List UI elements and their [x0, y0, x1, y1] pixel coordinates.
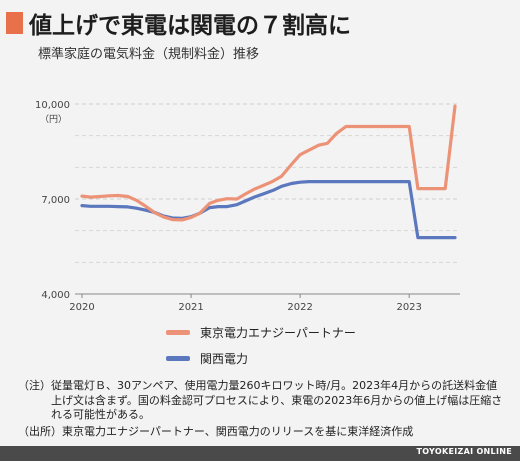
y-tick-label-7000: 7,000 — [41, 195, 70, 206]
title-marker — [6, 12, 23, 34]
legend-swatch-tepco — [166, 329, 190, 335]
legend: 東京電力エナジーパートナー 関西電力 — [166, 322, 356, 374]
x-tick-label-2022: 2022 — [287, 302, 312, 313]
legend-swatch-kansai — [166, 355, 190, 361]
source-body: 東京電力エナジーパートナー、関西電力のリリースを基に東洋経済作成 — [62, 424, 414, 438]
title-row: 値上げで東電は関電の７割高に — [6, 8, 351, 39]
x-tick-label-2021: 2021 — [178, 302, 203, 313]
line-chart: 4,000 7,000 10,000 （円） 2020 2021 2022 2023 — [35, 100, 460, 313]
series-line-kansai — [80, 180, 457, 240]
footer-credit: TOYOKEIZAI ONLINE — [416, 447, 512, 456]
x-tick-label-2023: 2023 — [396, 302, 421, 313]
footer-bar: TOYOKEIZAI ONLINE — [0, 446, 520, 461]
series-line-tepco — [80, 104, 457, 222]
legend-item-kansai: 関西電力 — [166, 348, 356, 368]
note-row: （注） 従量電灯Ｂ、30アンペア、使用電力量260キロワット時/月。2023年4… — [18, 379, 508, 423]
legend-label-tepco: 東京電力エナジーパートナー — [200, 325, 356, 340]
chart-subtitle: 標準家庭の電気料金（規制料金）推移 — [38, 47, 260, 62]
notes: （注） 従量電灯Ｂ、30アンペア、使用電力量260キロワット時/月。2023年4… — [18, 379, 508, 439]
chart-title: 値上げで東電は関電の７割高に — [29, 13, 351, 39]
x-tick-label-2020: 2020 — [69, 302, 94, 313]
note-head: （注） — [18, 379, 51, 392]
legend-item-tepco: 東京電力エナジーパートナー — [166, 322, 356, 342]
note-body: 従量電灯Ｂ、30アンペア、使用電力量260キロワット時/月。2023年4月からの… — [51, 379, 503, 421]
y-axis-label: （円） — [40, 114, 67, 125]
source-head: （出所） — [18, 424, 62, 438]
legend-label-kansai: 関西電力 — [200, 351, 249, 366]
y-tick-label-10000: 10,000 — [35, 100, 70, 111]
source-row: （出所）東京電力エナジーパートナー、関西電力のリリースを基に東洋経済作成 — [18, 425, 508, 440]
y-tick-label-4000: 4,000 — [41, 290, 70, 301]
